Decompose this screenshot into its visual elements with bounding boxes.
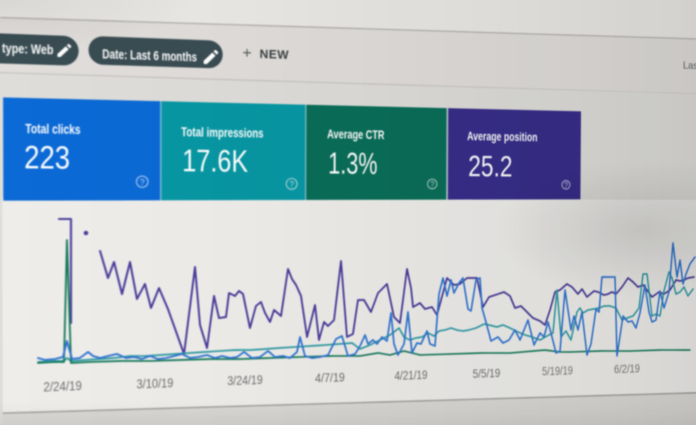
svg-text:NEW: NEW [260,47,290,62]
svg-text:223: 223 [24,140,70,176]
svg-text:5/5/19: 5/5/19 [473,367,501,382]
svg-text:4/7/19: 4/7/19 [315,371,345,386]
svg-text:Average CTR: Average CTR [327,127,384,141]
svg-text:3/10/19: 3/10/19 [136,376,173,392]
svg-text:?: ? [289,180,294,189]
svg-text:Total clicks: Total clicks [25,121,80,136]
svg-text:?: ? [430,180,434,189]
svg-text:6/2/19: 6/2/19 [614,362,640,376]
svg-text:2/24/19: 2/24/19 [43,379,81,396]
svg-text:17.6K: 17.6K [182,144,248,179]
svg-text:Last updated: Last updated [683,59,696,72]
svg-text:Total impressions: Total impressions [181,125,264,140]
svg-text:5/19/19: 5/19/19 [542,364,573,379]
svg-text:3/24/19: 3/24/19 [227,373,263,389]
svg-text:Date: Last 6 months: Date: Last 6 months [102,47,197,64]
svg-text:?: ? [140,178,145,187]
svg-text:type: Web: type: Web [2,41,53,57]
svg-text:+: + [242,43,251,62]
svg-text:1.3%: 1.3% [328,147,377,181]
svg-text:Average position: Average position [467,130,537,144]
svg-text:25.2: 25.2 [468,151,512,184]
svg-text:?: ? [564,181,568,190]
svg-text:4/21/19: 4/21/19 [394,368,427,383]
